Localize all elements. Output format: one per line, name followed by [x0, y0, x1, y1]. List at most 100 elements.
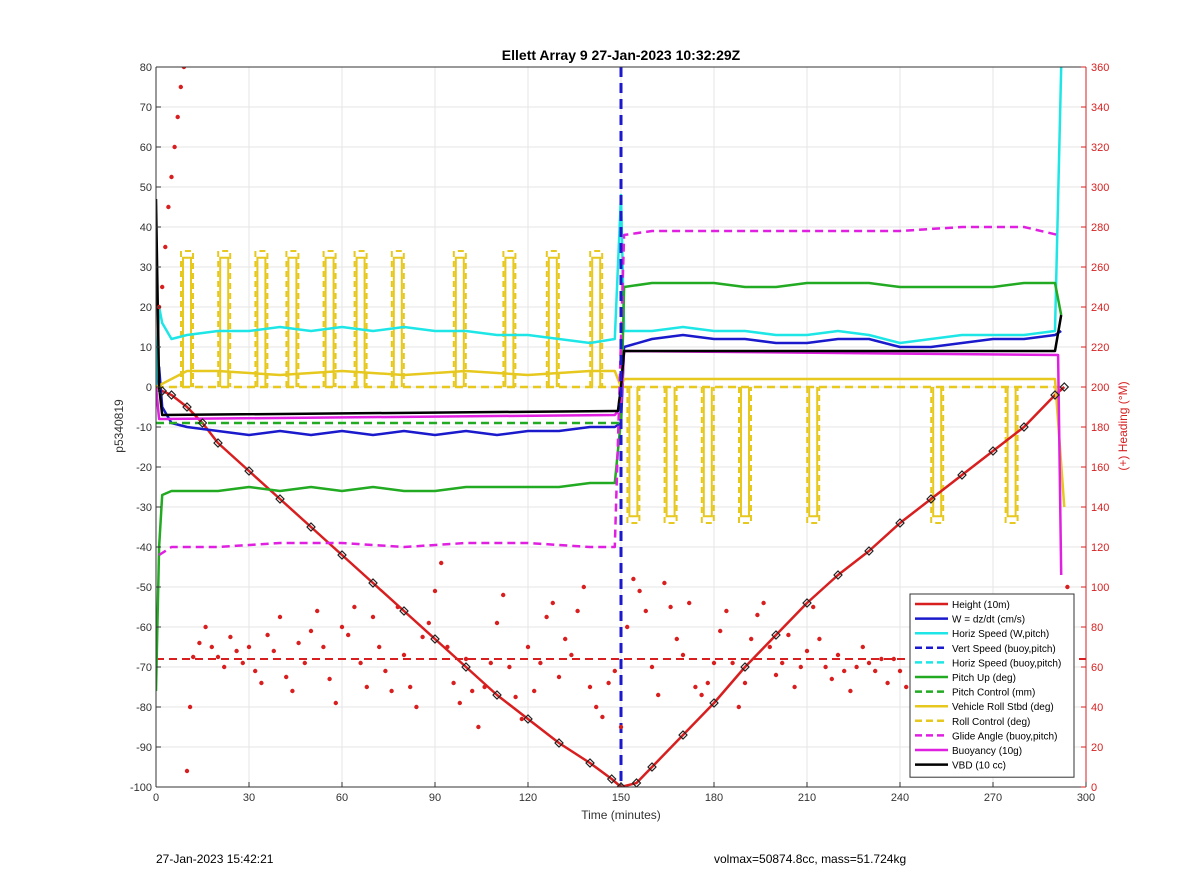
heading-point — [829, 676, 834, 682]
heading-point — [364, 684, 369, 690]
series-w — [156, 329, 1062, 437]
series-roll — [156, 369, 1066, 508]
heading-point — [401, 652, 407, 658]
heading-point — [383, 668, 388, 674]
series-pitch-up — [156, 281, 1063, 692]
x-tick-label: 270 — [984, 792, 1002, 804]
heading-point — [525, 644, 531, 650]
y-tick-label: -90 — [136, 742, 152, 754]
y2-axis-label: (+) Heading (°M) — [1116, 381, 1130, 470]
heading-point — [742, 680, 748, 686]
y-axis-label: p5340819 — [112, 399, 126, 453]
heading-point — [377, 644, 382, 650]
heading-point — [575, 608, 580, 614]
legend: Height (10m) W = dz/dt (cm/s) Horiz Speed … — [909, 593, 1075, 778]
y-tick-label: 60 — [140, 142, 152, 154]
x-tick-label: 180 — [705, 792, 723, 804]
heading-point — [370, 614, 376, 620]
y2-tick-label: 220 — [1091, 342, 1109, 354]
height-marker — [157, 386, 168, 396]
roll-spike — [702, 387, 713, 518]
y2-tick-label: 320 — [1091, 142, 1109, 154]
x-tick-label: 60 — [336, 792, 348, 804]
roll-control-spike — [806, 387, 821, 524]
heading-point — [798, 664, 803, 670]
heading-point — [538, 660, 543, 666]
heading-point — [761, 600, 766, 606]
heading-point — [197, 640, 202, 646]
legend-label: W = dz/dt (cm/s) — [952, 615, 1025, 626]
legend-box — [909, 593, 1075, 778]
heading-point — [315, 608, 320, 614]
height-marker — [182, 402, 192, 412]
height-marker — [197, 418, 208, 428]
height-marker — [213, 438, 223, 448]
heading-point — [773, 672, 779, 678]
height-marker — [678, 730, 688, 740]
y2-tick-label: 340 — [1091, 102, 1109, 114]
legend-label: Buoyancy (10g) — [952, 746, 1022, 757]
roll-control-spike — [589, 250, 604, 387]
heading-point — [823, 664, 828, 670]
heading-point — [891, 656, 896, 662]
roll-control-spike — [502, 250, 517, 387]
chart-title: Ellett Array 9 27-Jan-2023 10:32:29Z — [502, 47, 741, 63]
heading-point — [346, 632, 351, 638]
height-marker — [631, 778, 642, 787]
y2-tick-label: 180 — [1091, 422, 1109, 434]
heading-point — [488, 660, 493, 666]
y2-tick-label: 20 — [1091, 742, 1103, 754]
height-marker — [275, 494, 285, 504]
roll-spike — [324, 256, 335, 387]
heading-point — [693, 684, 698, 690]
roll-spike — [932, 387, 943, 518]
height-marker — [926, 494, 936, 504]
legend-label: Vehicle Roll Stbd (deg) — [952, 702, 1054, 713]
heading-point — [519, 716, 524, 722]
y-tick-label: -70 — [136, 662, 152, 674]
height-marker — [337, 550, 347, 560]
x-tick-label: 150 — [612, 792, 630, 804]
heading-point — [842, 668, 847, 674]
y-tick-label: -10 — [136, 422, 152, 434]
y2-tick-label: 280 — [1091, 222, 1109, 234]
heading-point — [550, 600, 555, 606]
heading-point — [166, 204, 171, 210]
y2-tick-label: 300 — [1091, 182, 1109, 194]
legend-label: VBD (10 cc) — [952, 761, 1006, 772]
heading-point — [358, 660, 363, 666]
roll-control-spike — [390, 250, 405, 387]
heading-point — [163, 244, 168, 250]
height-marker — [244, 466, 254, 476]
heading-point — [556, 674, 562, 680]
series-height — [156, 385, 1066, 787]
heading-point — [656, 692, 661, 698]
heading-point — [879, 656, 884, 662]
heading-point — [327, 676, 332, 682]
y2-tick-label: 200 — [1091, 382, 1109, 394]
heading-point — [786, 632, 791, 638]
heading-point — [432, 588, 438, 594]
heading-point — [339, 624, 345, 630]
heading-point — [457, 700, 462, 706]
height-marker — [492, 690, 502, 700]
roll-spike — [1006, 387, 1017, 518]
heading-point — [804, 648, 810, 654]
heading-point — [414, 704, 419, 710]
height-marker — [461, 662, 471, 672]
heading-point — [587, 684, 593, 690]
heading-point — [265, 632, 270, 638]
heading-point — [476, 724, 481, 730]
heading-point — [181, 67, 187, 70]
y2-tick-label: 40 — [1091, 702, 1103, 714]
heading-point — [451, 680, 456, 686]
heading-point — [426, 620, 431, 626]
height-marker — [368, 578, 378, 588]
y-tick-label: 80 — [140, 62, 152, 74]
heading-point — [277, 614, 283, 620]
heading-point — [296, 640, 301, 646]
roll-spike — [454, 256, 465, 387]
y2-tick-label: 80 — [1091, 622, 1103, 634]
heading-point — [169, 174, 174, 180]
